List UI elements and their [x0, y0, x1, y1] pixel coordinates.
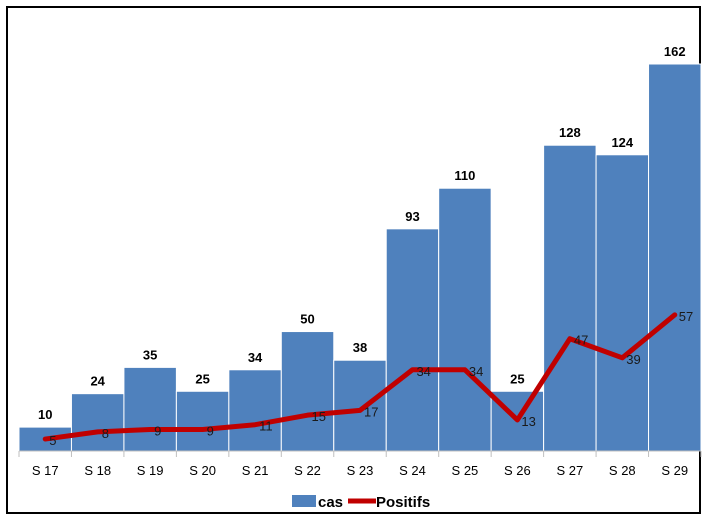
x-tick-marks: [18, 451, 702, 457]
x-tick-label: S 27: [556, 463, 583, 478]
x-tick-label: S 24: [399, 463, 426, 478]
legend-swatch-cas: [292, 495, 316, 507]
bar-value-label: 124: [611, 135, 633, 150]
line-value-label: 8: [102, 426, 109, 441]
line-value-label: 39: [626, 352, 640, 367]
x-tick-label: S 22: [294, 463, 321, 478]
bar-value-label: 93: [405, 209, 419, 224]
x-tick-label: S 29: [661, 463, 688, 478]
bars-layer: [18, 63, 702, 452]
line-value-label: 47: [574, 333, 588, 348]
line-labels-layer: 5 8 9 9 11 15 17 34 34 13 47 39 57: [49, 309, 693, 448]
bar-value-label: 162: [664, 44, 686, 59]
line-layer: [42, 312, 678, 442]
legend-label-positifs: Positifs: [376, 494, 430, 511]
bar-s28: [595, 154, 650, 452]
bar-value-label: 38: [353, 340, 367, 355]
bar-s25: [438, 187, 492, 452]
bar-value-label: 25: [195, 371, 209, 386]
bar-value-label: 25: [510, 371, 524, 386]
bar-value-label: 34: [248, 350, 263, 365]
line-value-label: 13: [521, 414, 535, 429]
x-tick-label: S 19: [137, 463, 164, 478]
bar-s20: [175, 390, 230, 452]
bar-s23: [333, 359, 387, 452]
line-value-label: 5: [49, 433, 56, 448]
x-tick-label: S 20: [189, 463, 216, 478]
x-tick-label: S 21: [242, 463, 269, 478]
x-tick-label: S 26: [504, 463, 531, 478]
bar-value-label: 50: [300, 312, 314, 327]
bar-s29: [648, 63, 702, 452]
bar-s27: [543, 144, 597, 452]
bar-s21: [228, 369, 282, 452]
chart-frame: 10 24 35 25 34 50 38 93 110 25 128 124 162 5 8 9 9 11 15 1…: [6, 6, 702, 514]
line-value-label: 9: [207, 424, 214, 439]
x-tick-labels: S 17 S 18 S 19 S 20 S 21 S 22 S 23 S 24 S 25 S 26…: [32, 463, 688, 478]
line-value-label: 57: [679, 309, 693, 324]
line-value-label: 11: [259, 419, 273, 434]
bar-value-label: 128: [559, 125, 581, 140]
x-tick-label: S 28: [609, 463, 636, 478]
bar-labels-layer: 10 24 35 25 34 50 38 93 110 25 128 124 162: [38, 44, 686, 422]
bar-value-label: 35: [143, 347, 157, 362]
line-value-label: 17: [364, 404, 378, 419]
x-tick-label: S 25: [452, 463, 479, 478]
legend: cas Positifs: [292, 494, 430, 511]
legend-label-cas: cas: [318, 494, 343, 511]
line-value-label: 34: [469, 364, 483, 379]
bar-s19: [123, 366, 177, 452]
bar-s18: [70, 393, 125, 452]
bar-s22: [280, 331, 335, 452]
line-value-label: 9: [154, 424, 161, 439]
line-value-label: 34: [416, 364, 430, 379]
x-tick-label: S 17: [32, 463, 59, 478]
x-tick-label: S 18: [84, 463, 111, 478]
bar-value-label: 110: [454, 168, 475, 183]
bar-value-label: 10: [38, 407, 52, 422]
line-value-label: 15: [312, 409, 326, 424]
bar-s24: [385, 228, 440, 452]
bar-value-label: 24: [90, 374, 105, 389]
x-tick-label: S 23: [347, 463, 374, 478]
